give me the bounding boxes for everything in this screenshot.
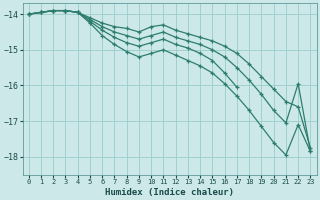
X-axis label: Humidex (Indice chaleur): Humidex (Indice chaleur) — [105, 188, 234, 197]
